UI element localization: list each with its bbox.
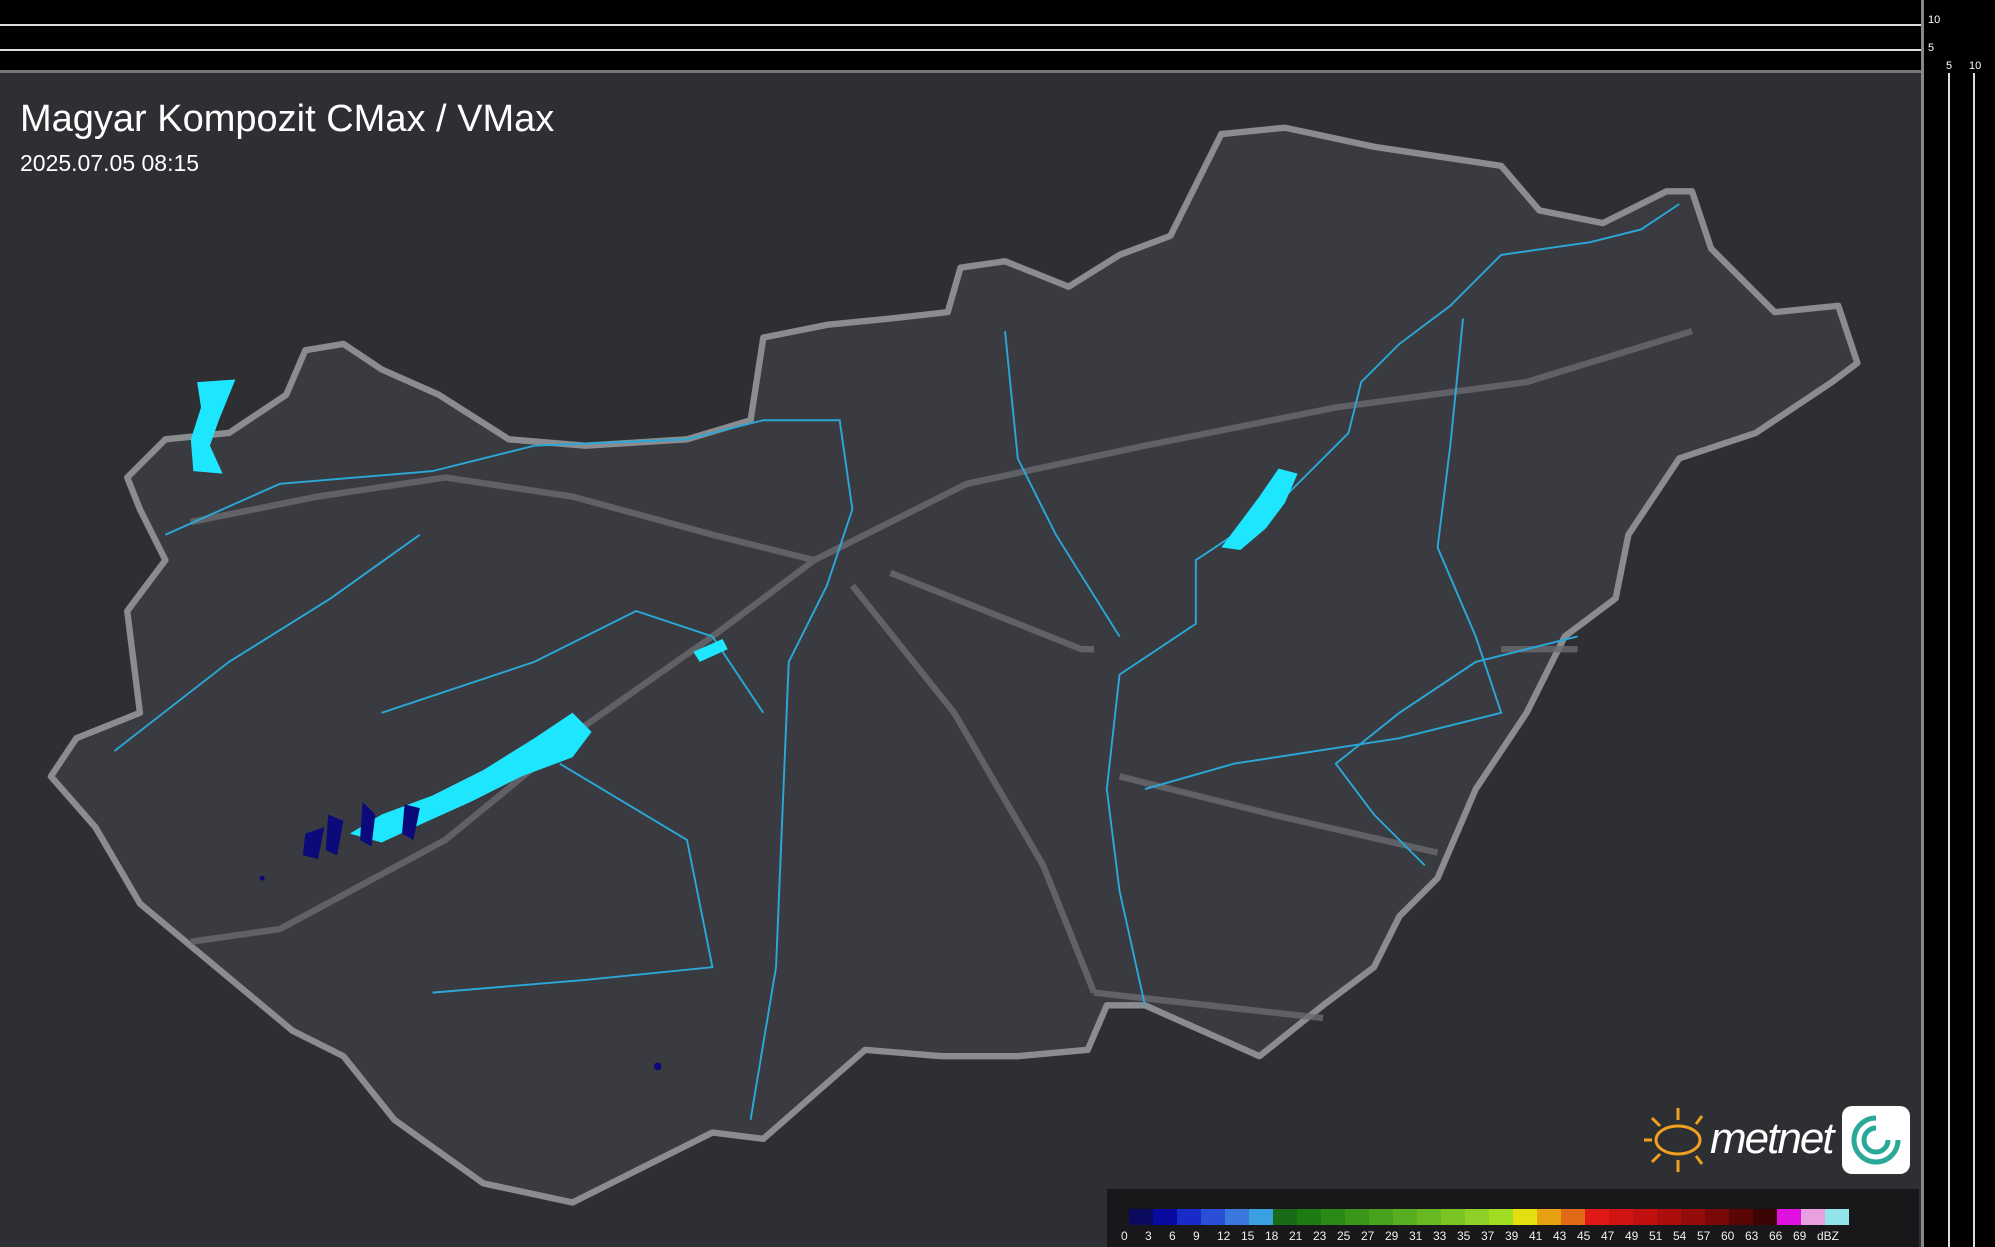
logo-text: metnet — [1710, 1114, 1835, 1163]
legend-label: 45 — [1577, 1229, 1591, 1243]
legend-swatch — [1633, 1209, 1657, 1225]
roads — [190, 328, 1693, 1022]
legend-swatch — [1729, 1209, 1753, 1225]
rivers — [113, 203, 1680, 1120]
color-scale-legend: 0 3 6 9 12 15 18 21 23 25 27 29 31 33 35 37 39 41 43 45 47 49… — [1107, 1189, 1919, 1247]
legend-label: 69 — [1793, 1229, 1807, 1243]
legend-swatch — [1393, 1209, 1417, 1225]
tick-label: 10 — [1928, 14, 1941, 26]
legend-swatch — [1537, 1209, 1561, 1225]
legend-swatch — [1561, 1209, 1585, 1225]
legend-label: 63 — [1745, 1229, 1759, 1243]
legend-swatch — [1321, 1209, 1345, 1225]
hungary-outline — [47, 124, 1861, 1206]
legend-swatch — [1801, 1209, 1825, 1225]
legend-swatch — [1681, 1209, 1705, 1225]
top-profile-panel — [0, 0, 1921, 73]
legend-swatch — [1753, 1209, 1777, 1225]
legend-swatch — [1201, 1209, 1225, 1225]
legend-label: 6 — [1169, 1229, 1176, 1243]
legend-label: 47 — [1601, 1229, 1615, 1243]
precipitation-cells — [259, 801, 662, 1071]
legend-label: 9 — [1193, 1229, 1200, 1243]
tick-label: 5 — [1928, 42, 1935, 54]
legend-label: 25 — [1337, 1229, 1351, 1243]
legend-swatch — [1273, 1209, 1297, 1225]
legend-swatch — [1297, 1209, 1321, 1225]
map-canvas — [47, 124, 1861, 1206]
legend-label: 39 — [1505, 1229, 1519, 1243]
legend-swatch — [1177, 1209, 1201, 1225]
legend-swatch — [1249, 1209, 1273, 1225]
legend-label: 21 — [1289, 1229, 1303, 1243]
legend-label: 51 — [1649, 1229, 1663, 1243]
legend-swatch — [1513, 1209, 1537, 1225]
legend-swatch — [1369, 1209, 1393, 1225]
tick-label: 5 — [1946, 60, 1953, 72]
legend-swatch — [1777, 1209, 1801, 1225]
legend-label: 23 — [1313, 1229, 1327, 1243]
legend-label: 0 — [1121, 1229, 1128, 1243]
side-profile-panel: 10 5 5 10 — [1921, 0, 1995, 1247]
tick-label: 10 — [1969, 60, 1982, 72]
legend-label: 27 — [1361, 1229, 1375, 1243]
legend-swatch — [1153, 1209, 1177, 1225]
legend-swatch — [1441, 1209, 1465, 1225]
legend-label: 15 — [1241, 1229, 1255, 1243]
metnet-logo: metnet — [1638, 1104, 1910, 1176]
legend-label: 60 — [1721, 1229, 1735, 1243]
legend-swatch — [1465, 1209, 1489, 1225]
legend-swatch — [1705, 1209, 1729, 1225]
legend-swatch — [1585, 1209, 1609, 1225]
legend-label: 37 — [1481, 1229, 1495, 1243]
swirl-logo-icon — [1842, 1106, 1910, 1174]
gridline-5 — [1948, 73, 1950, 1247]
lake-velence — [693, 639, 728, 662]
legend-label: 41 — [1529, 1229, 1543, 1243]
lake-tisza — [1221, 468, 1298, 550]
legend-label: 66 — [1769, 1229, 1783, 1243]
color-swatches — [1129, 1209, 1849, 1225]
lake-neusiedl — [190, 379, 236, 474]
legend-label: 49 — [1625, 1229, 1639, 1243]
legend-swatch — [1609, 1209, 1633, 1225]
legend-swatch — [1129, 1209, 1153, 1225]
sun-icon — [1644, 1108, 1704, 1172]
legend-label: 35 — [1457, 1229, 1471, 1243]
legend-swatch — [1657, 1209, 1681, 1225]
legend-swatch — [1225, 1209, 1249, 1225]
legend-label: 31 — [1409, 1229, 1423, 1243]
radar-map[interactable] — [0, 73, 1921, 1247]
legend-label: 3 — [1145, 1229, 1152, 1243]
legend-label: 29 — [1385, 1229, 1399, 1243]
legend-label: 18 — [1265, 1229, 1279, 1243]
map-title: Magyar Kompozit CMax / VMax — [20, 98, 555, 140]
gridline-10 — [0, 24, 1921, 26]
timestamp: 2025.07.05 08:15 — [20, 150, 200, 176]
legend-swatch — [1489, 1209, 1513, 1225]
legend-swatch — [1825, 1209, 1849, 1225]
legend-label: 12 — [1217, 1229, 1231, 1243]
legend-label: 57 — [1697, 1229, 1711, 1243]
legend-swatch — [1417, 1209, 1441, 1225]
legend-label: 33 — [1433, 1229, 1447, 1243]
legend-unit: dBZ — [1817, 1229, 1840, 1243]
gridline-5 — [0, 49, 1921, 51]
legend-label: 43 — [1553, 1229, 1567, 1243]
gridline-10 — [1973, 73, 1975, 1247]
legend-label: 54 — [1673, 1229, 1687, 1243]
scale-labels: 0 3 6 9 12 15 18 21 23 25 27 29 31 33 35 37 39 41 43 45 47 49… — [1121, 1229, 1841, 1243]
legend-swatch — [1345, 1209, 1369, 1225]
